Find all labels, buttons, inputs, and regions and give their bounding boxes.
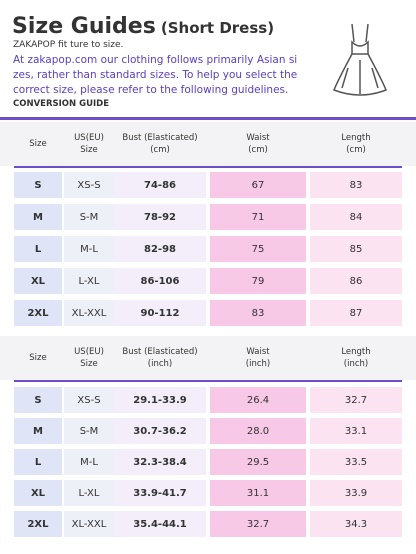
- table-cell: 29.1-33.9: [114, 387, 206, 413]
- column-header: Waist (inch): [210, 336, 306, 380]
- column-header: US(EU) Size: [64, 122, 114, 166]
- table-cell: 2XL: [14, 300, 62, 326]
- dress-icon: [333, 23, 387, 96]
- table-cell: L-XL: [64, 480, 114, 506]
- table-cell: 32.3-38.4: [114, 449, 206, 475]
- table-cell: S-M: [64, 204, 114, 230]
- table-cell: 75: [210, 236, 306, 262]
- table-cell: S: [14, 172, 62, 198]
- table-cell: 33.5: [310, 449, 402, 475]
- description: At zakapop.com our clothing follows prim…: [13, 53, 297, 98]
- table-cell: 71: [210, 204, 306, 230]
- header-band: [0, 122, 416, 166]
- table-cell: M-L: [64, 236, 114, 262]
- table-cell: 87: [310, 300, 402, 326]
- section-label: CONVERSION GUIDE: [13, 99, 109, 109]
- table-cell: XS-S: [64, 172, 114, 198]
- column-header: Bust (Elasticated) (inch): [114, 336, 206, 380]
- table-cell: 79: [210, 268, 306, 294]
- column-header-line: (inch): [147, 359, 173, 369]
- description-line: correct size, please refer to the follow…: [13, 84, 289, 96]
- header-band: [0, 336, 416, 380]
- table-cell: XS-S: [64, 387, 114, 413]
- column-header: Length (cm): [310, 122, 402, 166]
- table-cell: XL: [14, 480, 62, 506]
- table-cell: XL-XXL: [64, 300, 114, 326]
- subtitle: (Short Dress): [160, 19, 275, 37]
- table-cell: 33.9-41.7: [114, 480, 206, 506]
- column-header-line: (cm): [150, 145, 170, 155]
- table-cell: 29.5: [210, 449, 306, 475]
- column-header: US(EU) Size: [64, 336, 114, 380]
- column-header-line: Length: [341, 133, 371, 143]
- table-cell: 90-112: [114, 300, 206, 326]
- table-cell: 67: [210, 172, 306, 198]
- table-cell: 34.3: [310, 511, 402, 537]
- title-row: Size Guides (Short Dress): [12, 14, 274, 39]
- header-line: [14, 166, 402, 168]
- table-cell: 78-92: [114, 204, 206, 230]
- note: ZAKAPOP fit ture to size.: [13, 40, 124, 50]
- column-header-line: Size: [29, 139, 47, 149]
- column-header-line: Length: [341, 347, 371, 357]
- table-cell: 32.7: [210, 511, 306, 537]
- column-header-line: (inch): [245, 359, 271, 369]
- table-cell: 2XL: [14, 511, 62, 537]
- title: Size Guides: [12, 14, 156, 39]
- column-header-line: (cm): [248, 145, 268, 155]
- table-cell: L-XL: [64, 268, 114, 294]
- column-header-line: Size: [80, 359, 98, 369]
- column-header-line: Waist: [246, 133, 270, 143]
- table-cell: L: [14, 236, 62, 262]
- table-cell: M: [14, 204, 62, 230]
- table-cell: 83: [310, 172, 402, 198]
- column-header-line: (cm): [346, 145, 366, 155]
- table-cell: 35.4-44.1: [114, 511, 206, 537]
- table-cell: 82-98: [114, 236, 206, 262]
- table-cell: 86: [310, 268, 402, 294]
- table-cell: XL: [14, 268, 62, 294]
- table-cell: L: [14, 449, 62, 475]
- column-header: Waist (cm): [210, 122, 306, 166]
- table-cell: 26.4: [210, 387, 306, 413]
- table-cell: M-L: [64, 449, 114, 475]
- description-line: At zakapop.com our clothing follows prim…: [13, 54, 298, 66]
- table-cell: 32.7: [310, 387, 402, 413]
- column-header-line: Bust (Elasticated): [122, 347, 198, 357]
- table-cell: 30.7-36.2: [114, 418, 206, 444]
- table-cell: S-M: [64, 418, 114, 444]
- column-header: Size: [14, 336, 62, 380]
- column-header-line: Bust (Elasticated): [122, 133, 198, 143]
- table-cell: 84: [310, 204, 402, 230]
- column-header-line: Size: [29, 353, 47, 363]
- table-cell: XL-XXL: [64, 511, 114, 537]
- table-cell: 31.1: [210, 480, 306, 506]
- column-header-line: US(EU): [74, 133, 104, 143]
- table-cell: 86-106: [114, 268, 206, 294]
- column-header: Bust (Elasticated) (cm): [114, 122, 206, 166]
- divider: [0, 117, 416, 120]
- column-header-line: Size: [80, 145, 98, 155]
- column-header-line: Waist: [246, 347, 270, 357]
- table-cell: 33.1: [310, 418, 402, 444]
- header-line: [14, 380, 402, 382]
- table-cell: M: [14, 418, 62, 444]
- column-header-line: (inch): [343, 359, 369, 369]
- table-cell: 28.0: [210, 418, 306, 444]
- column-header: Size: [14, 122, 62, 166]
- description-line: zes, rather than standard sizes. To help…: [13, 69, 298, 81]
- table-cell: 85: [310, 236, 402, 262]
- table-cell: 83: [210, 300, 306, 326]
- column-header-line: US(EU): [74, 347, 104, 357]
- table-cell: 74-86: [114, 172, 206, 198]
- table-cell: S: [14, 387, 62, 413]
- column-header: Length (inch): [310, 336, 402, 380]
- table-cell: 33.9: [310, 480, 402, 506]
